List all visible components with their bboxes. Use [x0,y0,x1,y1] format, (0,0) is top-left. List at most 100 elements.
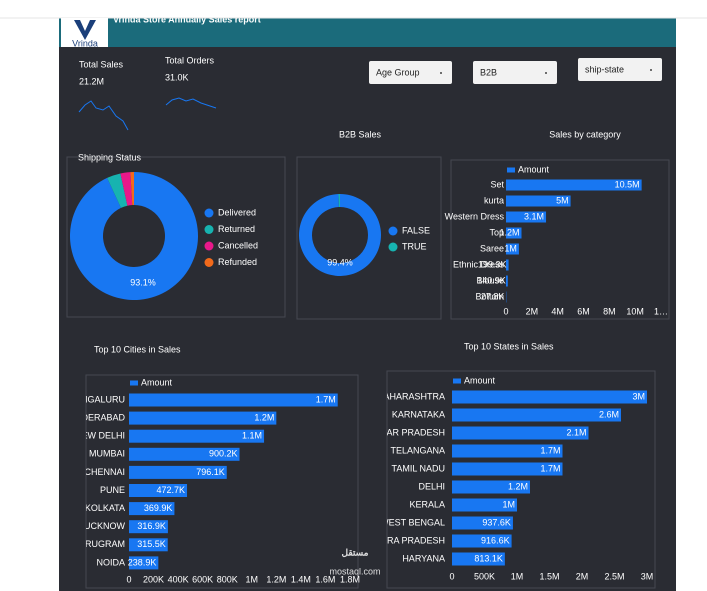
data-label: 1.1M [242,431,262,441]
bar [452,480,530,494]
data-label: 900.2K [209,449,238,459]
bar [452,426,589,440]
legend-label: Delivered [218,207,256,217]
legend-label: Cancelled [218,240,258,250]
bar [129,393,338,407]
data-label: 916.6K [481,535,510,545]
data-label: 369.9K [144,503,173,513]
y-tick-label: UTTAR PRADESH [370,427,445,437]
data-label: 3.1M [524,211,544,221]
bar [129,502,175,516]
legend-label: Returned [218,224,255,234]
bar [129,447,240,461]
chart-title: Top 10 States in Sales [464,341,554,351]
x-tick-label: 1.8M [340,574,360,584]
header-band [59,18,676,47]
data-label: 937.6K [482,517,511,527]
y-tick-label: MUMBAI [89,449,125,459]
slicer-label[interactable]: Age Group [376,67,420,77]
top-strip [0,0,707,18]
bar [129,520,168,534]
y-tick-label: CHENNAI [84,467,125,477]
x-tick-label: 1.5M [539,571,559,581]
data-label: 140.9K [477,275,506,285]
data-label: 10.5M [615,179,640,189]
data-label: 27.8K [481,291,505,301]
x-tick-label: 10M [626,306,644,316]
chart-frame [85,374,359,589]
y-tick-label: Bottom [475,291,504,301]
data-label: 1.2M [508,481,528,491]
slicer[interactable] [473,61,557,84]
x-tick-label: 0 [449,571,454,581]
bar [129,465,227,479]
data-label: 99.4% [327,257,353,267]
y-tick-label: HARYANA [402,553,445,563]
bar [129,411,277,425]
bar [506,195,571,207]
y-tick-label: Set [490,179,504,189]
x-tick-label: 3M [641,571,654,581]
bar-group: MAHARASHTRA 3M KARNATAKA 2.6M UTTAR PRADESH 2… [370,390,647,566]
y-tick-label: kurta [484,195,504,205]
slicer-label[interactable]: B2B [480,67,497,77]
kpi-label: Total Sales [79,59,124,69]
y-tick-label: DELHI [418,481,445,491]
data-label: 2.6M [599,409,619,419]
chart-title: Shipping Status [78,152,142,162]
legend-swatch [388,242,398,252]
chart-title: B2B Sales [339,129,382,139]
bar [452,534,512,548]
chart-title: Top 10 Cities in Sales [94,344,181,354]
x-tick-label: 2.5M [604,571,624,581]
bar [506,227,522,239]
data-label: 1.7M [316,394,336,404]
donut-slice [107,173,128,208]
x-tick-label: 600K [192,574,213,584]
x-tick-label: 0 [126,574,131,584]
legend-label: FALSE [402,225,430,235]
x-tick-label: 1.4M [291,574,311,584]
bar [129,429,265,443]
legend-swatch [204,208,214,218]
x-tick-label: 0 [503,306,508,316]
slicer[interactable] [578,58,662,81]
y-tick-label: HYDERABAD [69,412,126,422]
watermark: mostaql.com [329,566,380,576]
data-label: 316.9K [137,521,166,531]
x-tick-label: 1.2M [266,574,286,584]
y-tick-label: Blouse [476,275,504,285]
y-tick-label: Saree [480,243,504,253]
data-label: 238.9K [128,557,157,567]
kpi-value: 31.0K [165,72,189,82]
chart-frame [296,156,442,320]
y-tick-label: NEW DELHI [75,431,125,441]
bar [452,552,505,566]
donut-slice [298,194,381,276]
data-label: 796.1K [196,467,225,477]
x-tick-label: 2M [526,306,539,316]
bar [452,498,517,512]
charts: Shipping Status 93.1% Delivered Returned Can… [66,129,670,589]
slicer-label[interactable]: ship-state [585,64,624,74]
x-tick-label: 1M [511,571,524,581]
slicer[interactable] [369,61,452,84]
chart-frame [450,159,670,320]
data-label: 1M [502,499,515,509]
y-tick-label: BENGALURU [69,394,125,404]
legend-swatch [130,380,138,386]
bar [452,390,647,404]
data-label: 1.2M [499,227,519,237]
watermark: مستقل [342,547,369,557]
donut-slice [69,172,198,300]
data-label: 2.1M [566,427,586,437]
legend-label: Amount [464,375,496,385]
x-tick-label: 6M [577,306,590,316]
bar [506,259,509,271]
x-tick-label: 2M [576,571,589,581]
x-tick-label: 1.6M [315,574,335,584]
data-label: 315.5K [137,539,166,549]
bar [129,538,168,552]
donut-slice [120,172,133,206]
